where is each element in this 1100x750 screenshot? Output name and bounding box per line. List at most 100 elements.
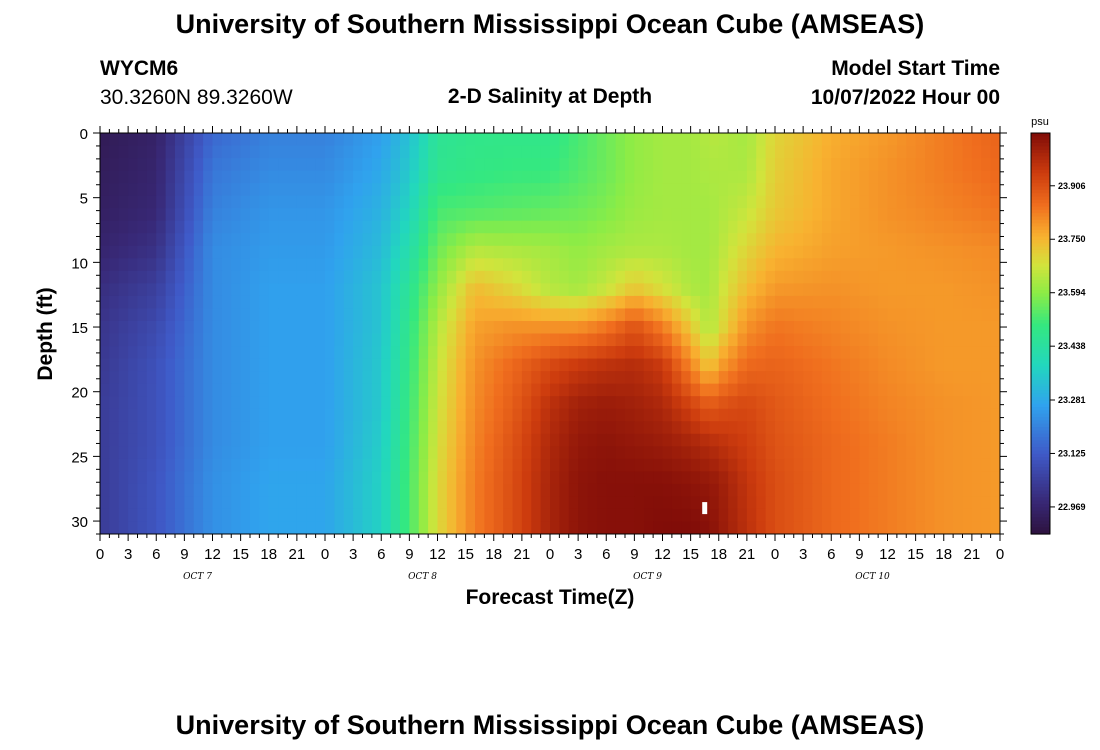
heatmap-cell — [643, 458, 654, 472]
heatmap-cell — [643, 195, 654, 209]
heatmap-cell — [906, 133, 917, 147]
heatmap-cell — [990, 408, 1000, 422]
heatmap-cell — [578, 471, 589, 485]
heatmap-cell — [756, 521, 767, 534]
heatmap-cell — [775, 133, 785, 147]
heatmap-cell — [428, 283, 439, 297]
heatmap-cell — [325, 295, 335, 310]
heatmap-cell — [709, 145, 720, 159]
heatmap-cell — [428, 258, 439, 272]
heatmap-cell — [259, 270, 270, 284]
heatmap-cell — [315, 371, 326, 385]
heatmap-cell — [878, 396, 889, 410]
heatmap-cell — [353, 421, 364, 435]
y-tick-label: 5 — [80, 191, 88, 208]
heatmap-cell — [409, 270, 420, 284]
heatmap-cell — [437, 308, 448, 322]
heatmap-cell — [250, 383, 260, 397]
heatmap-cell — [615, 496, 626, 510]
heatmap-cell — [643, 258, 654, 272]
heatmap-cell — [278, 295, 289, 310]
heatmap-cell — [653, 346, 664, 360]
heatmap-cell — [503, 521, 514, 534]
heatmap-cell — [962, 208, 973, 222]
heatmap-cell — [259, 408, 270, 422]
heatmap-cell — [850, 133, 860, 147]
heatmap-cell — [503, 421, 514, 435]
heatmap-cell — [296, 133, 307, 147]
heatmap-cell — [137, 158, 148, 172]
heatmap-cell — [371, 145, 382, 159]
heatmap-cell — [981, 245, 992, 259]
heatmap-cell — [943, 145, 954, 159]
heatmap-cell — [109, 195, 120, 209]
heatmap-cell — [362, 145, 373, 159]
heatmap-cell — [446, 421, 457, 435]
heatmap-cell — [625, 133, 635, 147]
heatmap-cell — [531, 496, 542, 510]
heatmap-cell — [681, 158, 692, 172]
heatmap-cell — [343, 521, 354, 534]
heatmap-cell — [700, 295, 710, 310]
heatmap-cell — [728, 133, 739, 147]
heatmap-cell — [371, 183, 382, 197]
heatmap-cell — [531, 471, 542, 485]
heatmap-cell — [240, 521, 251, 534]
heatmap-cell — [793, 458, 804, 472]
heatmap-cell — [700, 308, 710, 322]
heatmap-cell — [315, 145, 326, 159]
heatmap-cell — [400, 233, 410, 247]
heatmap-cell — [784, 483, 795, 498]
heatmap-cell — [925, 270, 935, 284]
heatmap-cell — [175, 270, 185, 284]
heatmap-cell — [390, 183, 401, 197]
heatmap-cell — [446, 195, 457, 209]
heatmap-cell — [287, 145, 298, 159]
heatmap-cell — [493, 333, 504, 347]
heatmap-cell — [521, 195, 532, 209]
heatmap-cell — [559, 183, 570, 197]
heatmap-cell — [371, 170, 382, 184]
heatmap-cell — [578, 358, 589, 372]
heatmap-cell — [212, 396, 223, 410]
heatmap-cell — [437, 295, 448, 310]
heatmap-cell — [287, 371, 298, 385]
heatmap-cell — [334, 170, 345, 184]
heatmap-cell — [146, 195, 157, 209]
heatmap-cell — [165, 195, 176, 209]
heatmap-cell — [296, 220, 307, 234]
heatmap-cell — [456, 195, 467, 209]
heatmap-cell — [146, 295, 157, 310]
heatmap-cell — [503, 145, 514, 159]
heatmap-cell — [409, 295, 420, 310]
heatmap-cell — [475, 133, 485, 147]
heatmap-cell — [493, 220, 504, 234]
heatmap-cell — [250, 433, 260, 447]
heatmap-cell — [981, 233, 992, 247]
heatmap-cell — [784, 208, 795, 222]
heatmap-cell — [512, 383, 523, 397]
heatmap-cell — [643, 521, 654, 534]
heatmap-cell — [718, 145, 729, 159]
heatmap-cell — [728, 358, 739, 372]
heatmap-cell — [437, 233, 448, 247]
heatmap-cell — [587, 158, 598, 172]
heatmap-cell — [981, 446, 992, 460]
heatmap-cell — [550, 508, 560, 523]
heatmap-cell — [193, 270, 204, 284]
heatmap-cell — [596, 496, 607, 510]
heatmap-cell — [821, 183, 832, 197]
heatmap-cell — [109, 183, 120, 197]
heatmap-cell — [278, 158, 289, 172]
heatmap-cell — [756, 496, 767, 510]
heatmap-cell — [915, 283, 926, 297]
heatmap-cell — [156, 346, 167, 360]
heatmap-cell — [109, 346, 120, 360]
heatmap-cell — [428, 195, 439, 209]
heatmap-cell — [887, 145, 898, 159]
heatmap-cell — [906, 158, 917, 172]
heatmap-cell — [203, 358, 214, 372]
colorbar-segment — [1031, 209, 1050, 214]
y-tick-label: 0 — [80, 126, 88, 143]
heatmap-cell — [259, 421, 270, 435]
